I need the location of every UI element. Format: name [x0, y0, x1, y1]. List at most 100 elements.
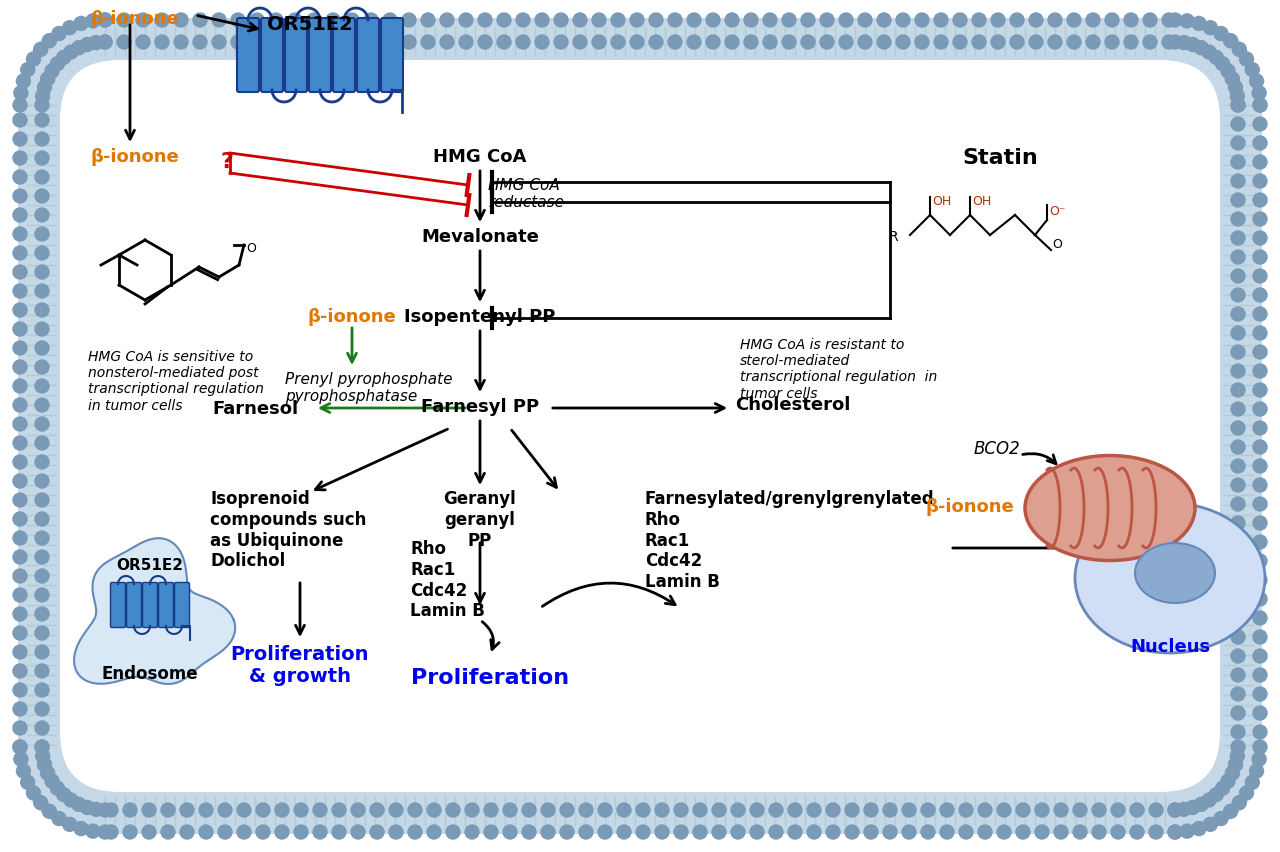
Circle shape: [1231, 136, 1245, 150]
Circle shape: [838, 13, 852, 27]
Circle shape: [1169, 13, 1181, 27]
Circle shape: [13, 607, 27, 621]
Circle shape: [636, 803, 650, 817]
Circle shape: [35, 303, 49, 317]
Text: OH: OH: [972, 195, 991, 208]
Circle shape: [724, 13, 739, 27]
Circle shape: [35, 284, 49, 298]
Circle shape: [421, 35, 435, 49]
Circle shape: [35, 740, 49, 754]
Circle shape: [1216, 781, 1230, 795]
Ellipse shape: [1135, 543, 1215, 603]
Circle shape: [1239, 52, 1253, 66]
Circle shape: [1253, 592, 1267, 606]
Circle shape: [90, 803, 102, 816]
Circle shape: [1105, 35, 1119, 49]
Circle shape: [1111, 825, 1125, 839]
Circle shape: [13, 113, 27, 127]
Circle shape: [314, 803, 326, 817]
Circle shape: [35, 702, 49, 716]
Circle shape: [1245, 63, 1260, 77]
Circle shape: [37, 757, 51, 772]
Circle shape: [902, 803, 916, 817]
Circle shape: [954, 13, 966, 27]
Circle shape: [332, 803, 346, 817]
Circle shape: [13, 227, 27, 241]
Circle shape: [991, 35, 1005, 49]
Circle shape: [769, 825, 783, 839]
Circle shape: [579, 803, 593, 817]
Circle shape: [630, 13, 644, 27]
Circle shape: [1092, 803, 1106, 817]
Text: Endosome: Endosome: [101, 665, 198, 683]
Circle shape: [428, 825, 442, 839]
Circle shape: [13, 683, 27, 697]
Circle shape: [35, 151, 49, 165]
Circle shape: [74, 16, 88, 31]
Circle shape: [497, 35, 511, 49]
Circle shape: [13, 189, 27, 203]
Text: Cholesterol: Cholesterol: [735, 396, 850, 414]
Circle shape: [1085, 35, 1100, 49]
Circle shape: [1233, 43, 1247, 56]
Circle shape: [81, 37, 95, 52]
Circle shape: [591, 13, 605, 27]
FancyArrowPatch shape: [543, 583, 675, 607]
Circle shape: [1124, 35, 1138, 49]
Circle shape: [35, 227, 49, 241]
Circle shape: [922, 803, 934, 817]
Circle shape: [13, 208, 27, 222]
Text: Prenyl pyrophosphate
pyrophosphatase: Prenyl pyrophosphate pyrophosphatase: [285, 372, 453, 405]
Circle shape: [35, 474, 49, 488]
Circle shape: [972, 35, 986, 49]
Circle shape: [1231, 611, 1245, 625]
Text: HMG CoA
reductase: HMG CoA reductase: [488, 178, 564, 210]
Circle shape: [383, 35, 397, 49]
Circle shape: [116, 13, 131, 27]
Circle shape: [440, 13, 454, 27]
Circle shape: [269, 13, 283, 27]
Circle shape: [1169, 803, 1181, 817]
Text: OR51E2: OR51E2: [268, 15, 353, 34]
Circle shape: [1253, 402, 1267, 416]
Circle shape: [142, 825, 156, 839]
Circle shape: [27, 52, 41, 66]
Circle shape: [573, 13, 588, 27]
Text: β-ionone: β-ionone: [90, 10, 179, 28]
Circle shape: [1202, 793, 1216, 807]
Circle shape: [522, 803, 536, 817]
Circle shape: [1180, 824, 1194, 838]
Circle shape: [1253, 117, 1267, 131]
Circle shape: [1029, 35, 1043, 49]
Circle shape: [1231, 98, 1245, 112]
Circle shape: [104, 825, 118, 839]
Circle shape: [1221, 774, 1235, 788]
Circle shape: [934, 35, 948, 49]
Circle shape: [516, 13, 530, 27]
Circle shape: [35, 721, 49, 735]
Circle shape: [389, 803, 403, 817]
Circle shape: [1253, 478, 1267, 492]
Circle shape: [35, 740, 49, 754]
Circle shape: [13, 303, 27, 317]
Circle shape: [535, 35, 549, 49]
Circle shape: [1224, 804, 1238, 818]
Circle shape: [13, 588, 27, 602]
Circle shape: [13, 740, 27, 754]
Circle shape: [1231, 212, 1245, 226]
Circle shape: [1253, 231, 1267, 245]
FancyBboxPatch shape: [333, 18, 355, 92]
Circle shape: [41, 72, 55, 86]
Circle shape: [1253, 98, 1267, 112]
Circle shape: [212, 13, 227, 27]
Circle shape: [991, 13, 1005, 27]
Circle shape: [1169, 803, 1181, 817]
Circle shape: [954, 35, 966, 49]
Circle shape: [535, 13, 549, 27]
Circle shape: [1231, 326, 1245, 340]
Circle shape: [561, 825, 573, 839]
Circle shape: [845, 803, 859, 817]
Circle shape: [1230, 89, 1244, 103]
Circle shape: [1225, 766, 1239, 780]
Circle shape: [1253, 706, 1267, 720]
